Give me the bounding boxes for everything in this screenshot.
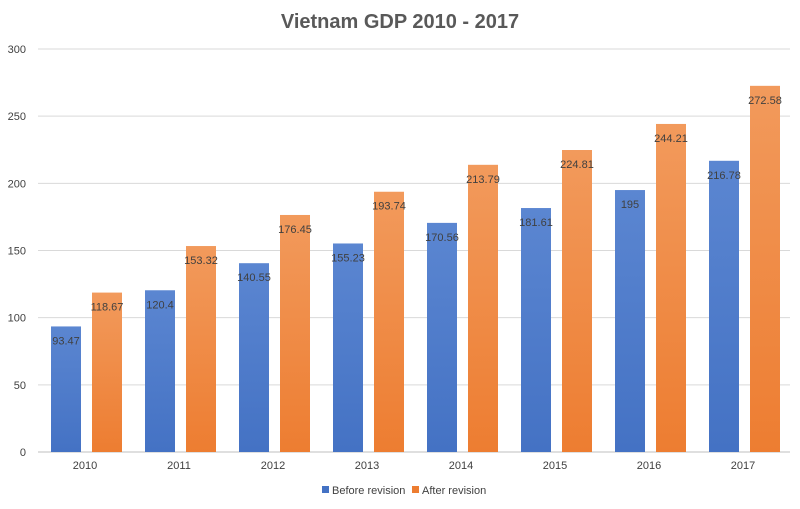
bar-before-revision (239, 263, 269, 452)
bar-after-revision (186, 246, 216, 452)
data-label: 224.81 (560, 159, 594, 171)
y-tick-label: 100 (8, 313, 26, 325)
y-tick-label: 300 (8, 44, 26, 56)
legend-swatch (322, 486, 329, 493)
data-label: 155.23 (331, 252, 365, 264)
bar-after-revision (468, 164, 498, 452)
data-label: 176.45 (278, 224, 312, 236)
y-tick-label: 200 (8, 178, 26, 190)
x-tick-label: 2011 (167, 460, 191, 472)
bar-after-revision (374, 191, 404, 452)
bar-after-revision (750, 85, 780, 452)
data-label: 93.47 (52, 335, 80, 347)
data-label: 181.61 (519, 217, 553, 229)
legend: Before revision After revision (322, 485, 486, 497)
data-label: 195 (621, 199, 639, 211)
bar-before-revision (427, 222, 457, 452)
x-tick-label: 2013 (355, 460, 379, 472)
data-label: 170.56 (425, 232, 459, 244)
legend-label: Before revision (332, 485, 405, 497)
legend-swatch (412, 486, 419, 493)
y-tick-label: 150 (8, 246, 26, 258)
x-tick-label: 2010 (73, 460, 97, 472)
data-label: 272.58 (748, 95, 782, 107)
x-tick-label: 2016 (637, 460, 661, 472)
bar-before-revision (615, 190, 645, 453)
data-label: 216.78 (707, 170, 741, 182)
x-tick-label: 2017 (731, 460, 755, 472)
data-label: 193.74 (372, 201, 406, 213)
data-label: 213.79 (466, 174, 500, 186)
x-tick-label: 2014 (449, 460, 473, 472)
x-tick-label: 2012 (261, 460, 285, 472)
y-tick-label: 0 (20, 447, 26, 459)
bar-before-revision (521, 208, 551, 452)
bar-after-revision (92, 292, 122, 452)
bar-after-revision (562, 150, 592, 452)
x-axis-ticks: 2010 2011 2012 2013 2014 2015 2016 2017 (73, 460, 755, 472)
bars (51, 85, 780, 453)
bar-after-revision (656, 123, 686, 452)
data-label: 118.67 (91, 302, 124, 314)
data-label: 153.32 (184, 255, 218, 267)
bar-after-revision (280, 214, 310, 452)
legend-label: After revision (422, 485, 486, 497)
y-tick-label: 50 (14, 380, 26, 392)
bar-before-revision (709, 160, 739, 452)
y-axis-ticks: 0 50 100 150 200 250 300 (8, 44, 26, 459)
bar-before-revision (333, 243, 363, 452)
bar-before-revision (51, 326, 81, 452)
data-label: 120.4 (146, 299, 174, 311)
data-label: 140.55 (237, 272, 271, 284)
bar-before-revision (145, 290, 175, 452)
data-label: 244.21 (654, 133, 688, 145)
x-tick-label: 2015 (543, 460, 567, 472)
data-labels: 93.47 118.67 120.4 153.32 140.55 176.45 155.23… (52, 95, 782, 348)
y-tick-label: 250 (8, 111, 26, 123)
chart-title: Vietnam GDP 2010 - 2017 (281, 11, 519, 33)
